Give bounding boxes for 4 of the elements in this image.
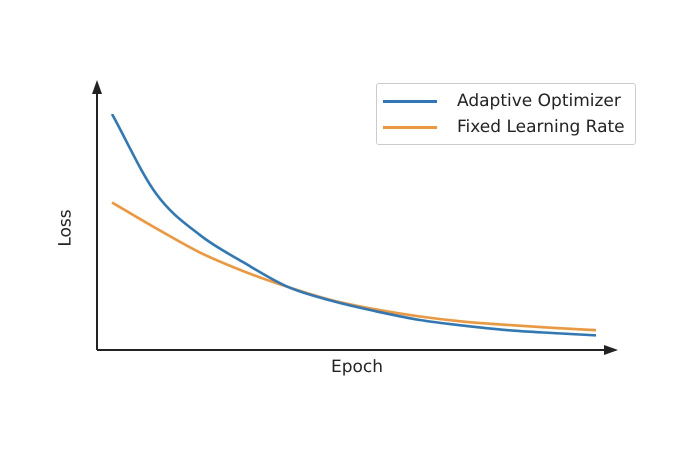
x-axis-title: Epoch bbox=[331, 357, 384, 377]
legend-label: Adaptive Optimizer bbox=[457, 91, 621, 111]
legend-label: Fixed Learning Rate bbox=[457, 117, 625, 137]
y-axis-title: Loss bbox=[55, 209, 76, 247]
